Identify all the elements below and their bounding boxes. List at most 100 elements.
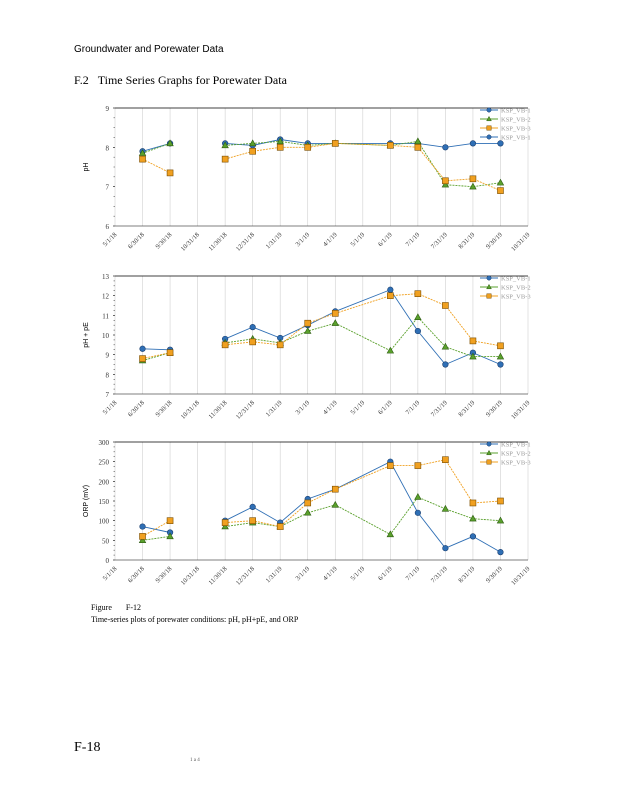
legend-marker [486, 293, 492, 299]
legend-marker [486, 449, 492, 456]
legend-marker [486, 459, 492, 465]
data-point-vb3 [387, 462, 394, 469]
data-point-vb2 [386, 530, 395, 538]
y-axis-label: pH [83, 163, 90, 172]
data-point-vb3 [469, 499, 477, 507]
x-tick-label: 7/31/19 [430, 231, 449, 250]
x-tick-label: 12/31/18 [235, 565, 256, 586]
x-tick-label: 9/30/19 [485, 399, 504, 418]
data-point-vb3 [166, 349, 174, 356]
x-tick-label: 9/30/18 [154, 399, 173, 418]
footer-mark: 1 a 4 [190, 758, 200, 763]
series-line [142, 352, 171, 362]
legend-marker [486, 125, 492, 131]
data-point-vb1 [414, 509, 421, 516]
x-tick-label: 6/1/19 [377, 231, 394, 248]
legend-marker [486, 134, 492, 140]
x-tick-label: 9/30/19 [485, 231, 504, 250]
y-tick-label: 150 [99, 498, 110, 506]
data-point-vb1 [442, 361, 449, 368]
data-point-vb1 [139, 345, 146, 352]
data-point-vb2 [248, 139, 257, 147]
ph-chart: 6 7 8 9 pH 5/1/18 6/30/18 9/30/18 10/31/18 11/30/… [70, 98, 550, 258]
series-line [224, 461, 501, 553]
data-point-vb3 [304, 319, 312, 327]
data-point-vb3 [139, 533, 146, 540]
data-point-vb2 [386, 346, 395, 354]
data-point-vb3 [249, 338, 256, 346]
x-tick-label: 9/30/19 [485, 565, 504, 584]
y-tick-label: 100 [99, 518, 110, 526]
x-tick-label: 4/1/19 [322, 399, 339, 416]
data-point-vb3 [387, 292, 394, 299]
series-line [142, 352, 171, 360]
x-tick-label: 5/1/18 [102, 565, 119, 582]
y-tick-label: 250 [99, 459, 110, 467]
x-tick-label: 8/31/19 [457, 231, 476, 250]
x-tick-label: 1/31/19 [265, 399, 284, 418]
legend-label: KSP_VB-1 [501, 108, 531, 115]
data-point-vb2 [331, 319, 339, 326]
data-point-vb2 [221, 522, 229, 530]
running-header: Groundwater and Porewater Data [74, 44, 224, 55]
data-point-vb2 [414, 493, 422, 500]
y-tick-label: 8 [106, 371, 110, 379]
data-point-vb3 [331, 310, 339, 317]
data-point-vb3 [166, 517, 174, 524]
legend-label: KSP_VB-3 [501, 126, 531, 133]
figure-caption-text: Time-series plots of porewater condition… [91, 615, 299, 624]
data-point-vb2 [276, 137, 284, 145]
chart-svg: 6 7 8 9 pH 5/1/18 6/30/18 9/30/18 10/31/18 11/30/… [83, 105, 531, 253]
data-point-vb3 [331, 485, 339, 493]
x-tick-label: 10/31/18 [180, 399, 201, 420]
data-point-vb2 [166, 532, 174, 540]
series-line [225, 139, 501, 148]
series-line [142, 158, 171, 174]
data-point-vb3 [497, 342, 504, 350]
x-tick-label: 5/1/19 [350, 399, 367, 416]
chart-svg: 7 8 9 10 11 12 13 pH + pE 5/1/18 6/30/18 9/30/18 10… [83, 273, 531, 421]
data-point-vb2 [469, 182, 477, 190]
y-tick-label: 7 [106, 391, 110, 399]
legend-label: KSP_VB-2 [501, 451, 531, 458]
data-point-vb2 [469, 352, 477, 360]
y-tick-label: 8 [106, 144, 110, 152]
data-point-vb2 [166, 139, 174, 147]
y-axis-label: ORP (mV) [83, 485, 90, 517]
data-point-vb1 [249, 324, 256, 331]
figure-label: Figure [91, 603, 112, 612]
chart-svg: 0 50 100 150 200 250 300 ORP (mV) 5/1/18 6/30/18 9… [83, 439, 531, 587]
x-tick-label: 1/31/19 [265, 231, 284, 250]
x-tick-label: 6/1/19 [377, 399, 394, 416]
data-point-vb3 [276, 144, 284, 151]
y-tick-label: 7 [106, 184, 110, 192]
legend-label: KSP_VB-2 [501, 285, 531, 292]
series-line [142, 142, 171, 154]
data-point-vb3 [139, 355, 146, 362]
x-tick-label: 4/1/19 [322, 565, 339, 582]
data-point-vb3 [304, 144, 312, 151]
data-point-vb2 [138, 536, 147, 544]
x-tick-label: 10/31/19 [510, 399, 531, 420]
data-point-vb2 [331, 500, 339, 508]
legend-marker [486, 107, 492, 113]
section-heading: F.2 Time Series Graphs for Porewater Dat… [74, 73, 287, 88]
data-point-vb3 [221, 155, 229, 163]
data-point-vb3 [331, 140, 339, 147]
x-tick-label: 4/1/19 [322, 231, 339, 248]
y-tick-label: 9 [106, 352, 110, 360]
legend-label: KSP_VB-1 [501, 135, 531, 142]
legend-marker [486, 275, 492, 281]
x-tick-label: 6/30/18 [127, 231, 146, 250]
x-tick-label: 8/31/19 [457, 565, 476, 584]
y-tick-label: 9 [106, 105, 110, 113]
y-tick-label: 13 [102, 273, 110, 281]
data-point-vb3 [414, 144, 422, 151]
data-point-vb3 [497, 187, 504, 194]
data-point-vb2 [469, 514, 477, 522]
data-point-vb3 [139, 155, 146, 163]
data-point-vb1 [249, 503, 256, 510]
x-tick-label: 10/31/18 [180, 231, 201, 252]
data-point-vb2 [441, 504, 450, 512]
data-point-vb3 [166, 169, 174, 177]
